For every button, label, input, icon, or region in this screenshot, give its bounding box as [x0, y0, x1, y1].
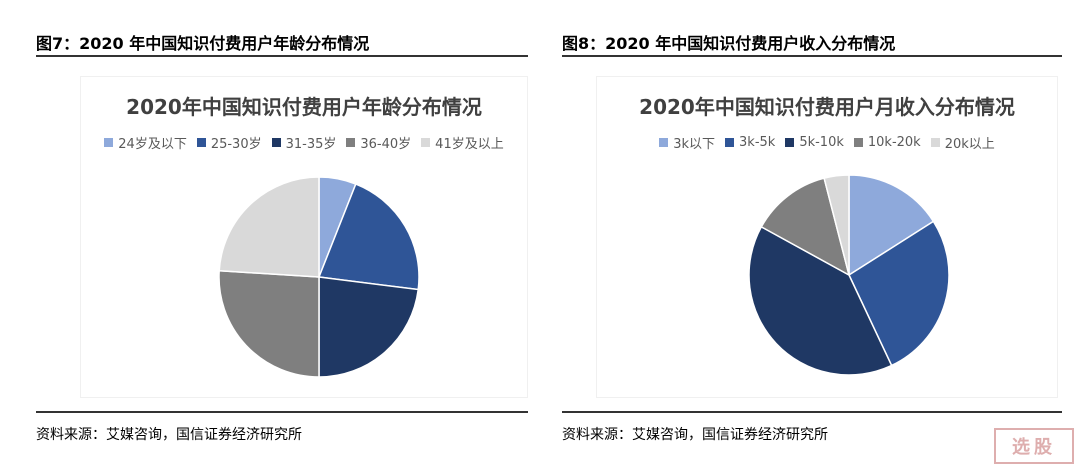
pie-slice-4 — [218, 269, 320, 378]
pie-slice-3 — [748, 225, 893, 376]
legend-label: 3k以下 — [673, 137, 716, 152]
legend-item: 10k-20k — [853, 133, 921, 152]
legend-label: 20k以上 — [944, 137, 995, 152]
legend-item: 31-35岁 — [271, 133, 337, 152]
legend-item: 5k-10k — [785, 133, 844, 152]
source-note: 资料来源：艾媒咨询，国信证券经济研究所 — [562, 427, 828, 443]
legend-swatch — [853, 138, 863, 147]
legend-swatch — [271, 138, 281, 147]
age-pie-chart: 2020年中国知识付费用户年龄分布情况 24岁及以下 25-30岁 31-35岁 36… — [80, 76, 528, 398]
bottom-rule — [562, 411, 1062, 413]
watermark-stamp: 选股 — [994, 428, 1074, 464]
right-figure-panel: 图8：2020 年中国知识付费用户收入分布情况 2020年中国知识付费用户月收入… — [562, 0, 1062, 468]
legend-item: 3k-5k — [725, 133, 775, 152]
income-pie-chart: 2020年中国知识付费用户月收入分布情况 3k以下 3k-5k 5k-10k 10k-… — [596, 76, 1058, 398]
pie-slice-3 — [318, 276, 420, 378]
legend-swatch — [659, 138, 669, 147]
legend-label: 31-35岁 — [285, 137, 337, 152]
source-note: 资料来源：艾媒咨询，国信证券经济研究所 — [36, 427, 302, 443]
legend-item: 3k以下 — [659, 133, 715, 152]
left-figure-panel: 图7：2020 年中国知识付费用户年龄分布情况 2020年中国知识付费用户年龄分… — [36, 0, 528, 468]
top-rule — [36, 55, 528, 57]
legend-label: 3k-5k — [739, 135, 776, 150]
pie-slice-2 — [317, 183, 420, 291]
legend-label: 24岁及以下 — [118, 137, 187, 152]
top-rule — [562, 55, 1062, 57]
chart-title: 2020年中国知识付费用户年龄分布情况 — [126, 95, 482, 119]
legend-label: 25-30岁 — [210, 137, 262, 152]
legend-label: 36-40岁 — [360, 137, 412, 152]
legend-swatch — [725, 138, 735, 147]
legend-item: 36-40岁 — [346, 133, 411, 152]
legend-item: 25-30岁 — [196, 133, 262, 152]
pie-slice-1 — [848, 174, 935, 277]
bottom-rule — [36, 411, 528, 413]
legend-swatch — [421, 138, 431, 147]
legend-label: 5k-10k — [799, 135, 844, 150]
chart-title: 2020年中国知识付费用户月收入分布情况 — [639, 95, 1015, 119]
pie-slice-5 — [218, 176, 320, 278]
legend-swatch — [346, 138, 356, 147]
legend-item: 20k以上 — [930, 133, 995, 152]
legend-label: 10k-20k — [867, 135, 921, 150]
legend-swatch — [785, 138, 795, 147]
legend-label: 41岁及以上 — [435, 137, 504, 152]
legend-swatch — [196, 138, 206, 147]
chart-legend: 3k以下 3k-5k 5k-10k 10k-20k 20k以上 — [597, 133, 1057, 152]
pie-slice-4 — [760, 177, 851, 277]
legend-item: 41岁及以上 — [421, 133, 504, 152]
legend-swatch — [104, 138, 114, 147]
pie-svg — [218, 176, 420, 378]
pie-slice-2 — [848, 220, 950, 367]
chart-legend: 24岁及以下 25-30岁 31-35岁 36-40岁 41岁及以上 — [81, 133, 527, 152]
legend-item: 24岁及以下 — [104, 133, 187, 152]
figure-title: 图7：2020 年中国知识付费用户年龄分布情况 — [36, 34, 370, 53]
pie-svg — [748, 174, 950, 376]
figure-title: 图8：2020 年中国知识付费用户收入分布情况 — [562, 34, 896, 53]
legend-swatch — [930, 138, 940, 147]
pie-slice-5 — [823, 174, 850, 276]
